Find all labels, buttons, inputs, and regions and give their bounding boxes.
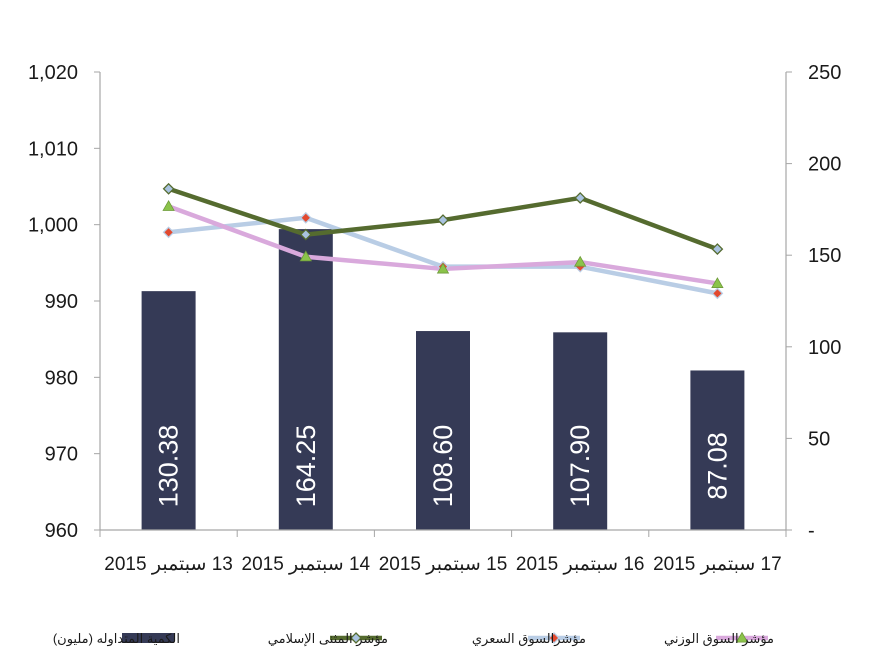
left-tick-label: 980: [45, 367, 78, 389]
x-tick-label: 14 سبتمبر 2015: [242, 554, 371, 575]
legend-label: مؤشرالسوق السعري: [472, 631, 586, 647]
labels-layer: 130.38 164.25 108.60 107.90 87.08: [154, 425, 733, 508]
series-3-marker: [162, 200, 175, 211]
right-tick-label: 150: [808, 245, 841, 267]
bar-value-label: 108.60: [428, 425, 458, 508]
legend-label: الكمية المتداوله (مليون): [53, 631, 180, 647]
series-1-marker: [437, 214, 449, 227]
series-2-marker: [299, 211, 312, 224]
bar-value-label: 87.08: [702, 432, 732, 500]
legend-item: مؤشر السوق الوزني: [664, 631, 774, 647]
legend-marker: [735, 631, 749, 643]
right-tick-label: 100: [808, 337, 841, 359]
x-tick-label: 16 سبتمبر 2015: [516, 554, 645, 575]
left-tick-label: 1,020: [28, 62, 78, 84]
series-3-marker: [436, 262, 450, 274]
bars-layer: [141, 229, 745, 530]
legend-label: مؤشر السوق الوزني: [664, 631, 774, 647]
left-tick-label: 1,010: [28, 138, 78, 160]
left-tick-label: 1,000: [28, 215, 78, 237]
legend-item: مؤشرالسوق السعري: [472, 631, 586, 647]
bar-1: [141, 291, 196, 530]
x-tick-label: 13 سبتمبر 2015: [104, 554, 233, 575]
left-tick-label: 960: [45, 520, 78, 542]
legend-marker: [350, 632, 362, 644]
left-tick-label: 970: [45, 444, 78, 466]
right-tick-label: 250: [808, 62, 841, 84]
series-3-marker: [711, 277, 724, 288]
series-2-marker: [162, 226, 175, 239]
bar-5: [690, 370, 745, 530]
bar-value-label: 130.38: [154, 425, 184, 508]
legend-item: مؤشر المثنى الإسلامي: [268, 631, 388, 647]
legend-label: مؤشر المثنى الإسلامي: [268, 631, 388, 647]
x-tick-label: 15 سبتمبر 2015: [379, 554, 508, 575]
bar-value-label: 164.25: [291, 425, 321, 508]
legend-marker: [548, 632, 560, 644]
right-tick-label: -: [808, 520, 815, 542]
right-tick-label: 50: [808, 428, 830, 450]
series-1-marker: [711, 243, 724, 256]
axes-layer: 960 970 980 990 1,000 1,010 1,020 - 50 100 150 200 2…: [28, 62, 841, 575]
bar-2: [278, 229, 333, 530]
right-tick-label: 200: [808, 154, 841, 176]
legend-item: الكمية المتداوله (مليون): [53, 631, 180, 647]
series-2-marker: [711, 287, 724, 300]
legend: مؤشر السوق الوزني مؤشرالسوق السعري مؤشر ال…: [53, 631, 774, 647]
series-3-marker: [299, 250, 312, 262]
series-1-marker: [162, 182, 175, 195]
bar-3: [416, 331, 470, 530]
x-tick-label: 17 سبتمبر 2015: [653, 554, 782, 575]
bar-4: [553, 332, 608, 530]
series-3-marker: [574, 255, 587, 267]
legend-swatch: [122, 633, 174, 643]
series-line-2: [166, 215, 720, 296]
series-1-marker: [299, 228, 312, 241]
series-1-marker: [574, 192, 587, 204]
lines-layer: [162, 182, 724, 300]
left-tick-label: 990: [45, 291, 78, 313]
bar-value-label: 107.90: [565, 425, 595, 508]
